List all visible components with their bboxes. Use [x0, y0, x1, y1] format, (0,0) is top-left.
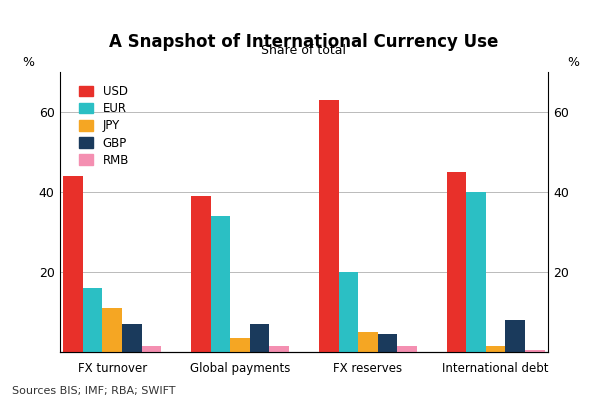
Bar [466, 192, 486, 352]
Bar [397, 346, 417, 352]
Bar [486, 346, 505, 352]
Bar [142, 346, 161, 352]
Bar [83, 288, 103, 352]
Bar [250, 324, 269, 352]
Bar [378, 334, 397, 352]
Text: Sources BIS; IMF; RBA; SWIFT: Sources BIS; IMF; RBA; SWIFT [12, 386, 175, 396]
Bar [191, 196, 211, 352]
Bar [505, 320, 525, 352]
Title: A Snapshot of International Currency Use: A Snapshot of International Currency Use [109, 33, 499, 51]
Bar [447, 172, 466, 352]
Text: Share of total: Share of total [262, 44, 346, 57]
Text: %: % [22, 56, 34, 69]
Bar [269, 346, 289, 352]
Bar [319, 100, 339, 352]
Bar [211, 216, 230, 352]
Bar [339, 272, 358, 352]
Bar [63, 176, 83, 352]
Bar [103, 308, 122, 352]
Legend: USD, EUR, JPY, GBP, RMB: USD, EUR, JPY, GBP, RMB [74, 80, 134, 171]
Bar [358, 332, 378, 352]
Bar [230, 338, 250, 352]
Bar [122, 324, 142, 352]
Text: %: % [567, 56, 579, 69]
Bar [525, 350, 545, 352]
